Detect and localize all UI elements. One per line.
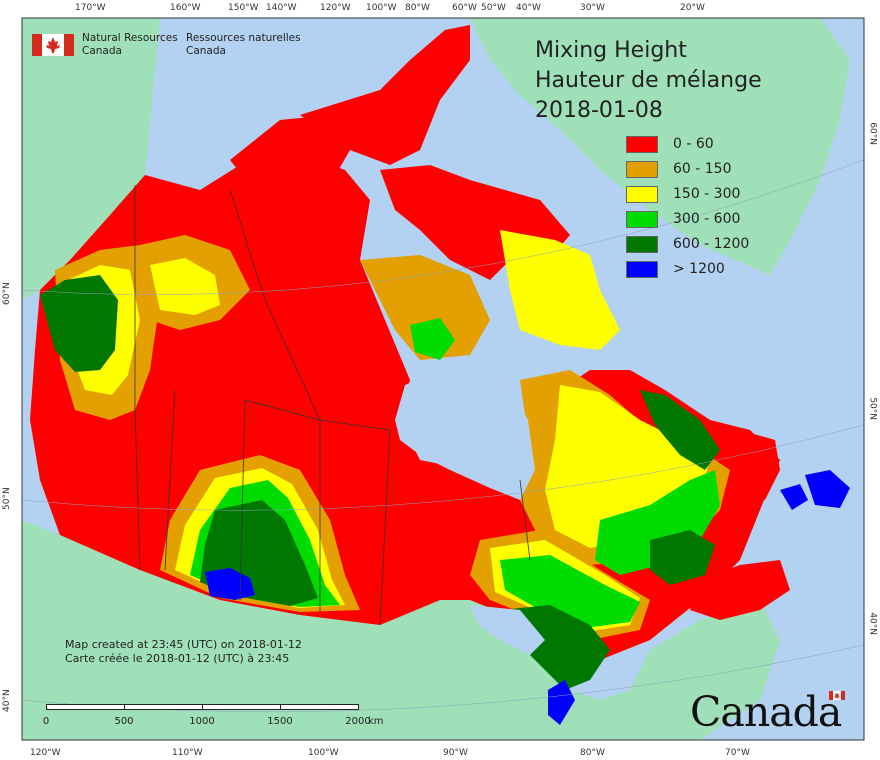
zone-600-1200-west [40, 275, 118, 372]
graticule-label-right: 50°N [868, 397, 878, 420]
graticule-label-top: 20°W [680, 3, 705, 13]
scale-label: 1000 [189, 716, 215, 727]
graticule-label-top: 120°W [320, 3, 351, 13]
legend-label: > 1200 [673, 261, 725, 277]
zone-300-600-ontario [500, 555, 640, 628]
graticule-label-top: 50°W [481, 3, 506, 13]
graticule-label-bottom: 90°W [443, 748, 468, 758]
provincial-borders [134, 185, 531, 626]
wordmark-text: Canada [690, 688, 842, 736]
legend-swatch [626, 161, 658, 178]
scale-label: 0 [42, 716, 50, 727]
legend-swatch [626, 136, 658, 153]
scale-segment [124, 704, 203, 710]
zone-gt-1200-newfoundland [805, 470, 850, 508]
graticule-label-bottom: 80°W [580, 748, 605, 758]
title-line-fr: Hauteur de mélange [535, 68, 762, 93]
scale-label: 500 [114, 716, 134, 727]
legend-label: 60 - 150 [673, 161, 732, 177]
graticule-label-bottom: 110°W [172, 748, 203, 758]
title-line-en: Mixing Height [535, 38, 687, 63]
scale-unit: km [368, 716, 384, 727]
legend-swatch [626, 261, 658, 278]
legend-swatch [626, 211, 658, 228]
graticule-label-top: 170°W [75, 3, 106, 13]
agency-name-en: Natural Resources Canada [82, 32, 178, 57]
credit-fr: Carte créée le 2018-01-12 (UTC) à 23:45 [65, 652, 290, 665]
greenland [470, 18, 850, 275]
zone-0-60-arctic-3 [380, 165, 520, 280]
graticule-label-top: 140°W [266, 3, 297, 13]
graticule-label-left: 60°N [2, 282, 12, 305]
zone-gt-1200-nl-south [780, 484, 808, 510]
scale-segment [280, 704, 359, 710]
canada-wordmark: Canada [690, 688, 850, 738]
graticule-label-top: 150°W [228, 3, 259, 13]
legend-label: 150 - 300 [673, 186, 741, 202]
graticule-label-left: 40°N [2, 689, 12, 712]
zone-300-600-quebec [595, 470, 720, 575]
graticule-label-right: 60°N [868, 122, 878, 145]
canada-flag-icon [32, 34, 74, 56]
zone-gt-1200-ontario [548, 680, 575, 725]
agency-name-fr: Ressources naturelles Canada [186, 32, 301, 57]
graticule-label-top: 160°W [170, 3, 201, 13]
zone-0-60-arctic-1 [230, 115, 350, 190]
hudson-bay [395, 370, 535, 500]
credit-en: Map created at 23:45 (UTC) on 2018-01-12 [65, 638, 302, 651]
zone-0-60-maritimes [690, 560, 790, 620]
scale-segment [202, 704, 281, 710]
graticule-label-bottom: 70°W [725, 748, 750, 758]
legend-swatch [626, 236, 658, 253]
title-date: 2018-01-08 [535, 98, 663, 123]
legend-label: 0 - 60 [673, 136, 714, 152]
zone-600-1200-quebec [640, 390, 720, 470]
great-lakes [470, 605, 545, 655]
legend-swatch [626, 186, 658, 203]
zone-0-60-newfoundland [740, 430, 780, 500]
graticule-label-left: 50°N [2, 487, 12, 510]
zone-600-1200-maritime [650, 530, 715, 585]
zone-60-150-hudson-north [360, 255, 490, 360]
graticule-label-bottom: 100°W [308, 748, 339, 758]
united-states [22, 520, 780, 740]
scale-segment [46, 704, 125, 710]
zone-150-300-north [150, 258, 220, 315]
canada-flag-icon [829, 691, 845, 700]
graticule-label-top: 100°W [366, 3, 397, 13]
graticule-label-bottom: 120°W [30, 748, 61, 758]
map-credit: Map created at 23:45 (UTC) on 2018-01-12… [65, 638, 302, 666]
alaska [22, 18, 160, 300]
zone-150-300-arctic [500, 230, 620, 350]
legend-label: 600 - 1200 [673, 236, 750, 252]
zone-300-600-north [410, 318, 455, 360]
scale-label: 1500 [267, 716, 293, 727]
graticule-label-right: 40°N [868, 612, 878, 635]
scale-bar: 0 500 1000 1500 2000 km [42, 704, 384, 728]
zone-gt-1200-sask [205, 568, 255, 600]
graticule-label-top: 60°W [452, 3, 477, 13]
graticule-label-top: 80°W [405, 3, 430, 13]
graticule-label-top: 30°W [580, 3, 605, 13]
legend-label: 300 - 600 [673, 211, 741, 227]
scale-label: 2000 [345, 716, 371, 727]
zone-0-60-arctic-2 [300, 25, 470, 165]
graticule-label-top: 40°W [516, 3, 541, 13]
map-title: Mixing Height Hauteur de mélange 2018-01… [535, 36, 762, 126]
